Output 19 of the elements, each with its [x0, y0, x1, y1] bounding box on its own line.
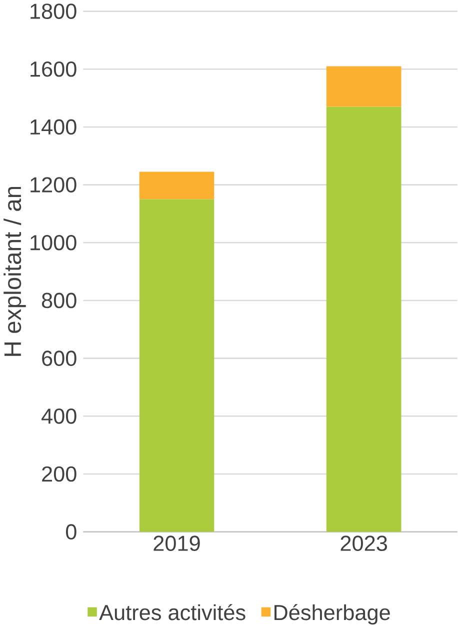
y-tick-label: 800 [42, 292, 76, 308]
y-tick-label: 600 [42, 350, 76, 366]
bar [139, 199, 214, 532]
legend-label: Autres activités [99, 604, 246, 620]
y-tick-label: 1800 [30, 4, 76, 19]
y-tick-label: 200 [42, 466, 76, 482]
y-tick-label: 1200 [30, 177, 76, 192]
bar [139, 172, 214, 200]
y-tick-label: 1400 [30, 119, 76, 135]
x-tick-label: 2023 [340, 536, 387, 552]
x-tick-label: 2019 [154, 536, 200, 552]
bar [326, 66, 402, 107]
bar [326, 106, 402, 532]
legend-label: Désherbage [274, 604, 390, 625]
y-tick-label: 0 [66, 524, 76, 540]
y-axis-title: H exploitant / an [4, 186, 26, 356]
y-tick-label: 400 [42, 408, 76, 424]
y-tick-label: 1000 [30, 234, 76, 250]
y-tick-label: 1600 [30, 61, 76, 77]
